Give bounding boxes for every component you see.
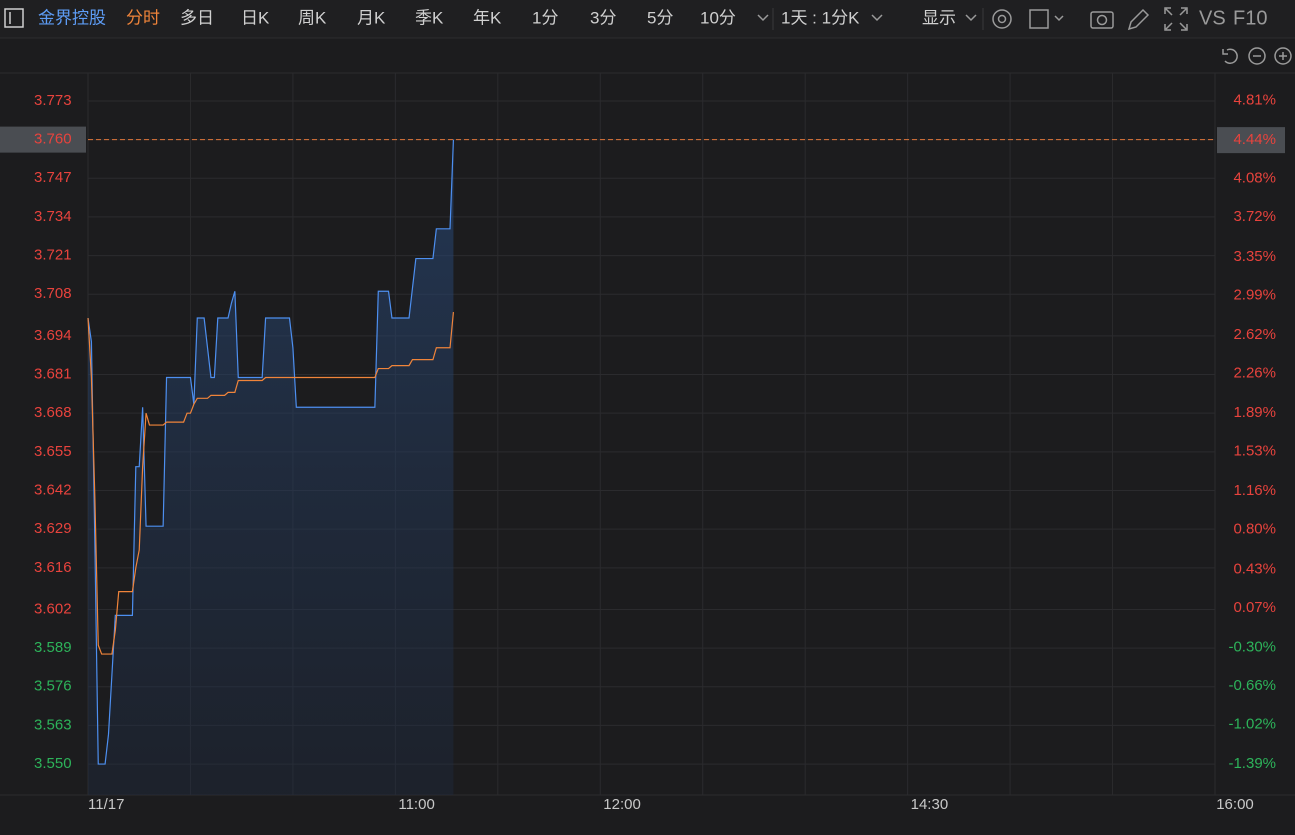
price-line [87,139,455,765]
tab[interactable]: 周K [298,8,327,27]
last-change-box [1217,127,1285,154]
y-tick-label: 3.589 [34,639,72,656]
toolbar [0,0,1295,38]
zoom-out-icon[interactable] [1248,47,1266,65]
x-tick-label: 12:00 [603,796,641,813]
y-tick-label: 3.734 [34,208,72,225]
y2-tick-label: 2.99% [1233,286,1276,303]
y-tick-label: 3.616 [34,559,72,576]
display-menu[interactable]: 显示 [922,8,956,27]
y-tick-label: 3.550 [34,755,72,772]
price-line [87,312,455,655]
y-tick-label: 3.668 [34,404,72,421]
f10-button[interactable]: F10 [1233,7,1267,29]
reset-icon[interactable] [1222,48,1238,64]
y-tick-label: 3.747 [34,169,72,186]
y2-tick-label: 1.53% [1233,443,1276,460]
area [88,139,454,796]
display-chevron[interactable] [965,14,977,22]
settings-icon[interactable] [992,9,1012,29]
y2-tick-label: 2.26% [1233,364,1276,381]
zoom-in-icon[interactable] [1274,47,1292,65]
tab[interactable]: 多日 [180,8,214,27]
last-price-label: 3.760 [34,131,72,148]
vs-button[interactable]: VS [1199,7,1226,29]
tab[interactable]: 月K [357,8,386,27]
y2-tick-label: 0.80% [1233,521,1276,538]
y-tick-label: 3.721 [34,247,72,264]
y2-tick-label: -0.30% [1228,638,1276,655]
zoom-in-plus [1279,52,1287,60]
period-select[interactable]: 1天 : 1分K [781,8,860,27]
tab[interactable]: 5分 [647,8,673,27]
y2-tick-label: 3.72% [1233,208,1276,225]
y-tick-label: 3.642 [34,481,72,498]
more-chevron[interactable] [757,14,769,22]
y2-tick-label: 4.81% [1233,91,1276,108]
sidebar-toggle[interactable] [4,8,24,28]
x-tick-label: 11/17 [88,796,124,813]
y-tick-label: 3.708 [34,285,72,302]
last-price-box [0,126,86,153]
draw-icon[interactable] [1127,8,1150,31]
tab[interactable]: 10分 [700,8,736,27]
period-chevron[interactable] [871,14,883,22]
y-tick-label: 3.773 [34,92,72,109]
tab[interactable]: 3分 [590,8,616,27]
y-tick-label: 3.655 [34,443,72,460]
y2-tick-label: 1.89% [1233,404,1276,421]
last-change-label: 4.44% [1233,131,1276,148]
y2-tick-label: -0.66% [1228,677,1276,694]
x-tick-label: 11:00 [398,796,434,813]
y-tick-label: 3.629 [34,520,72,537]
y2-tick-label: 2.62% [1233,326,1276,343]
tab[interactable]: 年K [473,8,502,27]
y-tick-label: 3.602 [34,600,72,617]
tab[interactable]: 分时 [126,8,160,27]
y2-tick-label: 0.07% [1233,599,1276,616]
y-tick-label: 3.681 [34,365,72,382]
y-tick-label: 3.694 [34,327,72,344]
y2-tick-label: 1.16% [1233,482,1276,499]
layout-icon[interactable] [1029,9,1049,29]
stock-name[interactable]: 金界控股 [38,8,106,27]
camera-icon[interactable] [1090,11,1114,29]
y2-tick-label: 4.08% [1233,170,1276,187]
tabs: 分时 多日 日K 周K 月K 季K 年K 1分 3分 5分 10分 [126,8,736,27]
x-tick-label: 16:00 [1216,796,1254,813]
y2-tick-label: 3.35% [1233,248,1276,265]
y-tick-label: 3.563 [34,716,72,733]
settings-icon-core [997,14,1007,24]
y-tick-label: 3.576 [34,678,72,695]
y2-tick-label: -1.39% [1228,755,1276,772]
y2-tick-label: 0.43% [1233,560,1276,577]
tab[interactable]: 1分 [532,8,558,27]
tab[interactable]: 季K [415,8,444,27]
camera-lens [1096,14,1108,26]
layout-chevron[interactable] [1054,15,1064,22]
tab[interactable]: 日K [241,8,270,27]
x-tick-label: 14:30 [911,796,949,813]
fullscreen-icon[interactable] [1164,7,1188,31]
y2-tick-label: -1.02% [1228,716,1276,733]
